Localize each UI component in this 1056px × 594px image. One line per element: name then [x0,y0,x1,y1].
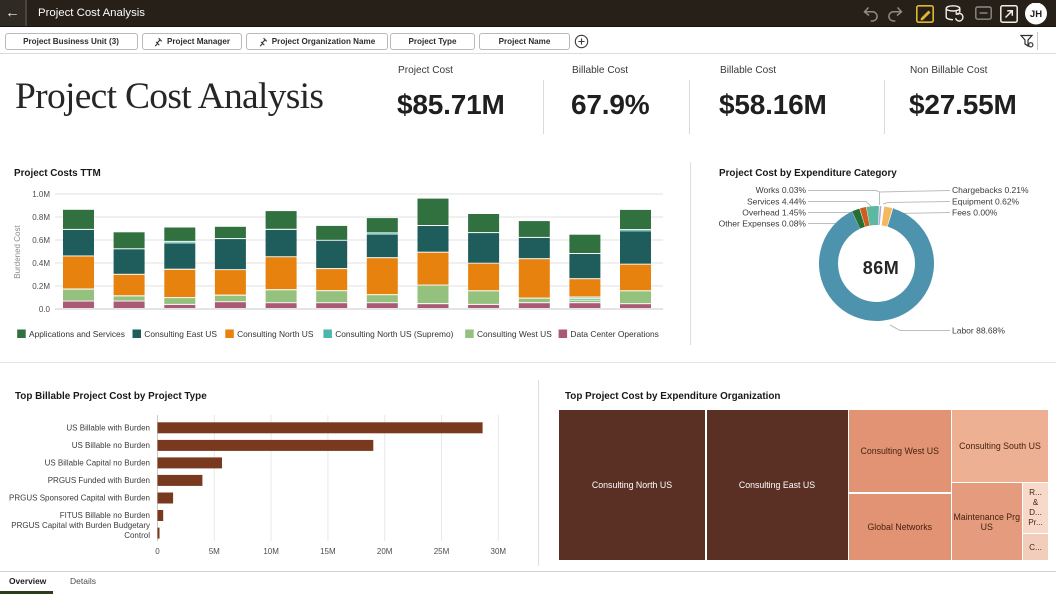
svg-text:Fees 0.00%: Fees 0.00% [952,208,998,218]
svg-text:0.0: 0.0 [39,305,51,314]
svg-text:0.8M: 0.8M [32,213,50,222]
svg-text:US Billable no Burden: US Billable no Burden [72,441,150,450]
svg-text:US Billable Capital no Burden: US Billable Capital no Burden [45,459,150,468]
svg-text:1.0M: 1.0M [32,190,50,199]
svg-text:Consulting East US: Consulting East US [144,329,217,339]
svg-text:0.4M: 0.4M [32,259,50,268]
svg-text:Chargebacks 0.21%: Chargebacks 0.21% [952,185,1029,195]
svg-text:30M: 30M [491,547,507,556]
svg-text:Overhead 1.45%: Overhead 1.45% [742,208,806,218]
svg-text:Consulting North US: Consulting North US [237,329,314,339]
svg-text:US Billable with Burden: US Billable with Burden [66,424,150,433]
svg-text:0.6M: 0.6M [32,236,50,245]
svg-text:PRGUS Capital with Burden Budg: PRGUS Capital with Burden Budgetary [11,521,150,530]
svg-text:Services 4.44%: Services 4.44% [747,197,806,207]
svg-text:20M: 20M [377,547,393,556]
svg-text:Applications and Services: Applications and Services [29,329,125,339]
svg-text:Works 0.03%: Works 0.03% [756,185,807,195]
svg-text:0.2M: 0.2M [32,282,50,291]
svg-text:Control: Control [124,531,150,540]
svg-text:PRGUS Sponsored Capital with B: PRGUS Sponsored Capital with Burden [9,494,150,503]
svg-text:Data Center Operations: Data Center Operations [570,329,658,339]
svg-text:Other Expenses 0.08%: Other Expenses 0.08% [719,219,807,229]
svg-text:JH: JH [1030,9,1042,20]
svg-text:Labor 88.68%: Labor 88.68% [952,326,1005,336]
svg-text:15M: 15M [320,547,336,556]
svg-text:Consulting North US (Supremo): Consulting North US (Supremo) [335,329,453,339]
svg-text:25M: 25M [434,547,450,556]
svg-text:FITUS Billable no Burden: FITUS Billable no Burden [60,511,150,520]
svg-text:Burdened Cost: Burdened Cost [13,225,22,279]
svg-text:5M: 5M [209,547,220,556]
svg-text:PRGUS Funded with Burden: PRGUS Funded with Burden [48,476,150,485]
svg-text:10M: 10M [263,547,279,556]
svg-text:86M: 86M [863,258,900,278]
svg-text:0: 0 [155,547,160,556]
svg-text:Consulting West US: Consulting West US [477,329,552,339]
svg-text:Equipment 0.62%: Equipment 0.62% [952,197,1020,207]
